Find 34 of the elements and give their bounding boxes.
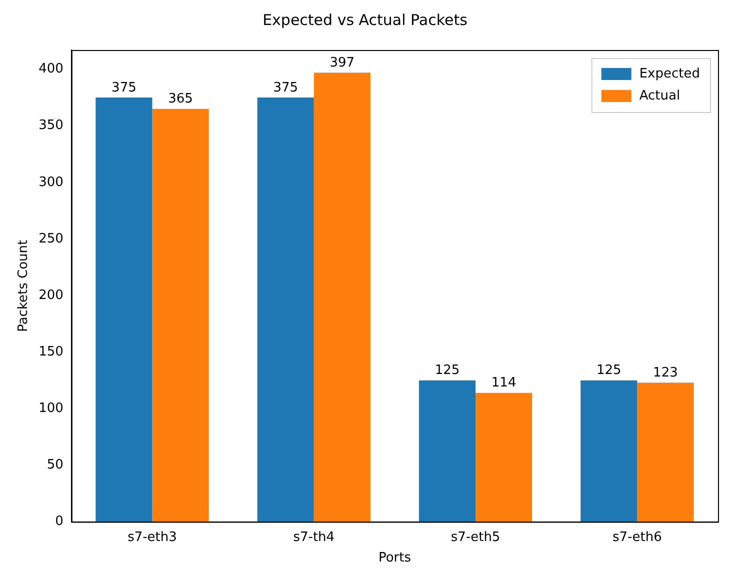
x-axis-title: Ports: [378, 550, 412, 566]
y-tick-label: 100: [38, 401, 64, 416]
legend-label: Actual: [639, 88, 680, 104]
y-tick-label: 150: [38, 344, 64, 360]
x-tick-label: s7-eth5: [450, 530, 500, 545]
bar: [314, 72, 370, 522]
bar: [257, 98, 314, 522]
bar: [152, 108, 209, 522]
legend-label: Expected: [639, 66, 700, 82]
chart-title: Expected vs Actual Packets: [262, 10, 468, 29]
data-label: 365: [168, 92, 193, 107]
data-label: 125: [596, 363, 622, 378]
bar: [96, 98, 152, 522]
data-label: 114: [491, 376, 516, 391]
bar: [637, 382, 694, 522]
bar: [580, 380, 638, 522]
data-label: 125: [434, 363, 460, 378]
y-tick-label: 350: [38, 118, 64, 134]
y-axis-title: Packets Count: [16, 240, 32, 332]
x-tick-label: s7-eth3: [128, 530, 177, 545]
data-label: 375: [112, 80, 136, 96]
data-label: 123: [653, 366, 678, 381]
data-label: 397: [330, 56, 355, 71]
bar: [476, 392, 532, 522]
x-tick-label: s7-eth6: [612, 530, 662, 545]
y-tick-label: 400: [38, 62, 64, 77]
y-tick-label: 250: [38, 231, 64, 246]
y-tick-label: 50: [46, 458, 64, 473]
y-tick-label: 200: [38, 288, 64, 303]
bar: [418, 380, 476, 522]
data-label: 375: [273, 80, 298, 96]
x-tick-label: s7-th4: [293, 530, 335, 545]
y-tick-label: 300: [38, 174, 64, 190]
y-tick-label: 0: [55, 514, 64, 530]
